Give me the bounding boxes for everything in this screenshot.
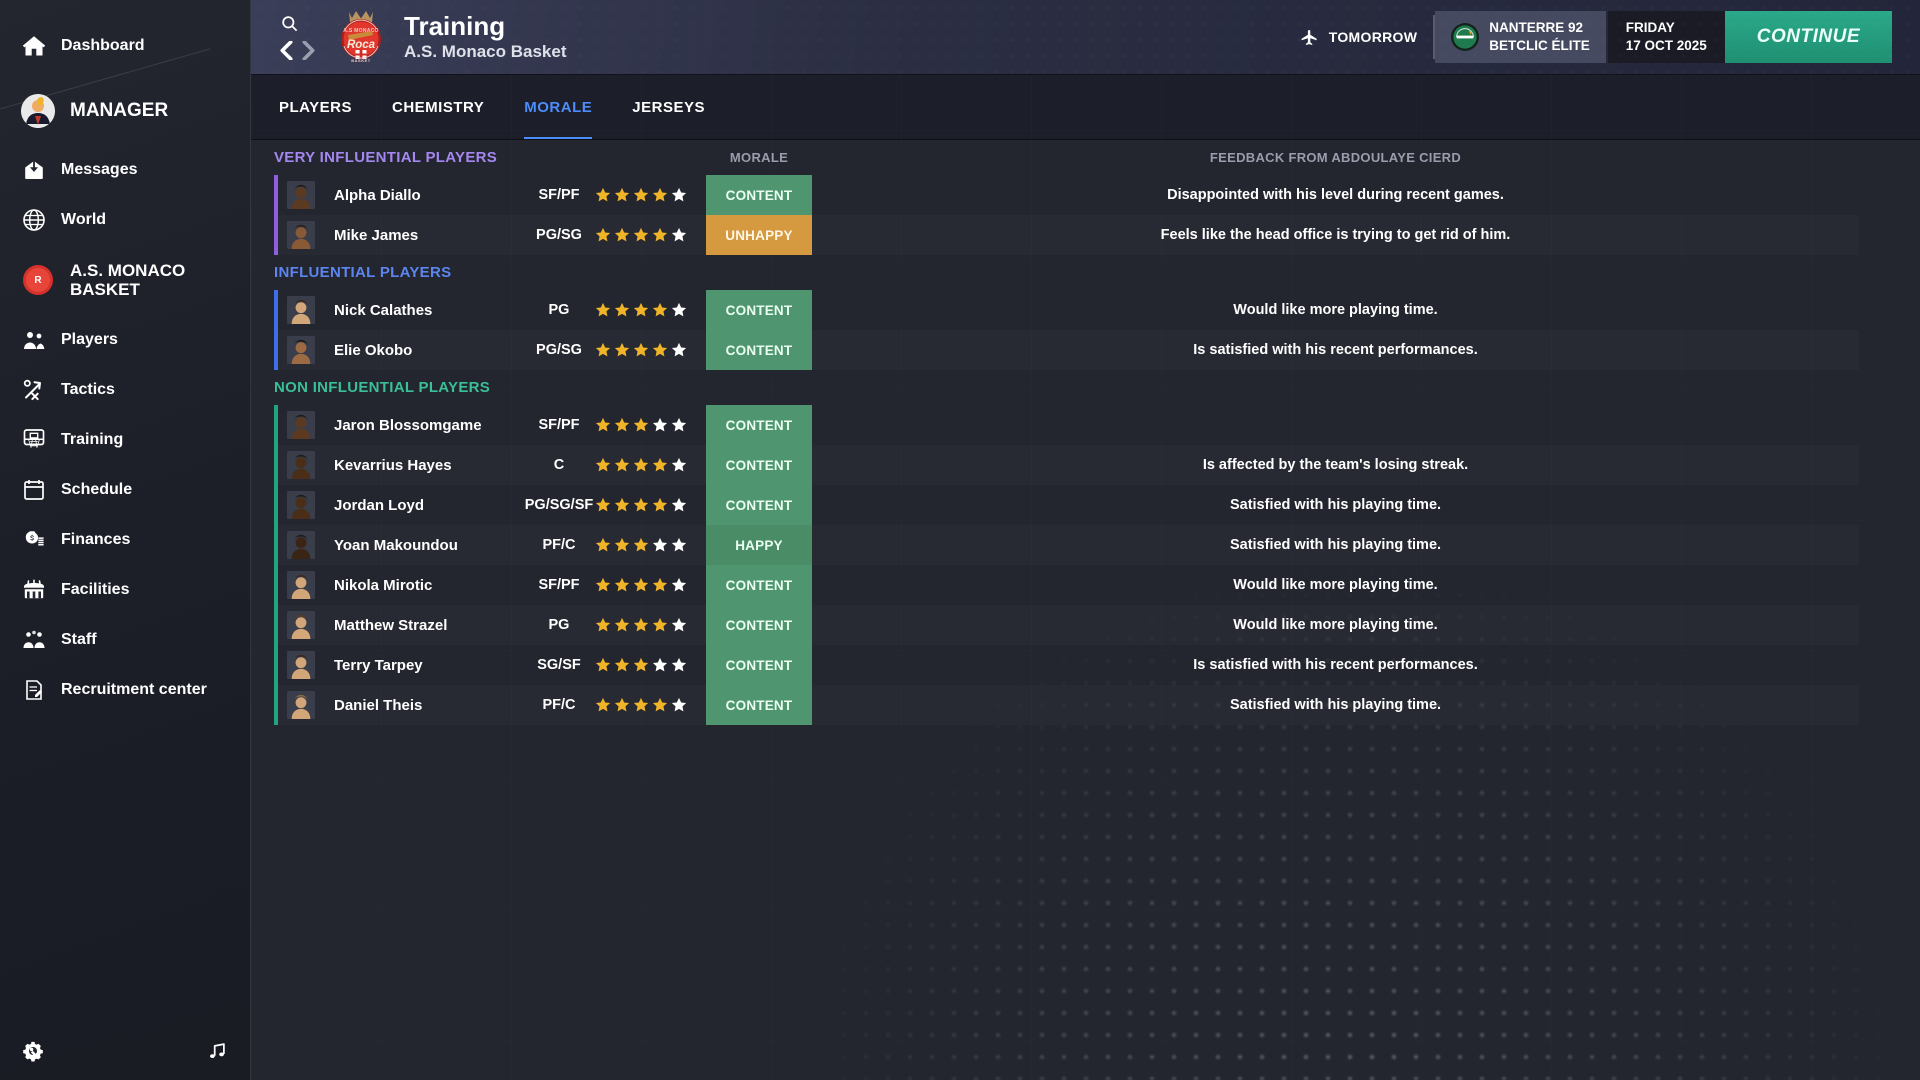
svg-text:Roca: Roca xyxy=(347,39,376,51)
svg-text:BASKET: BASKET xyxy=(351,58,371,63)
svg-text:R: R xyxy=(34,275,42,286)
svg-text:A.S MONACO: A.S MONACO xyxy=(343,28,379,34)
